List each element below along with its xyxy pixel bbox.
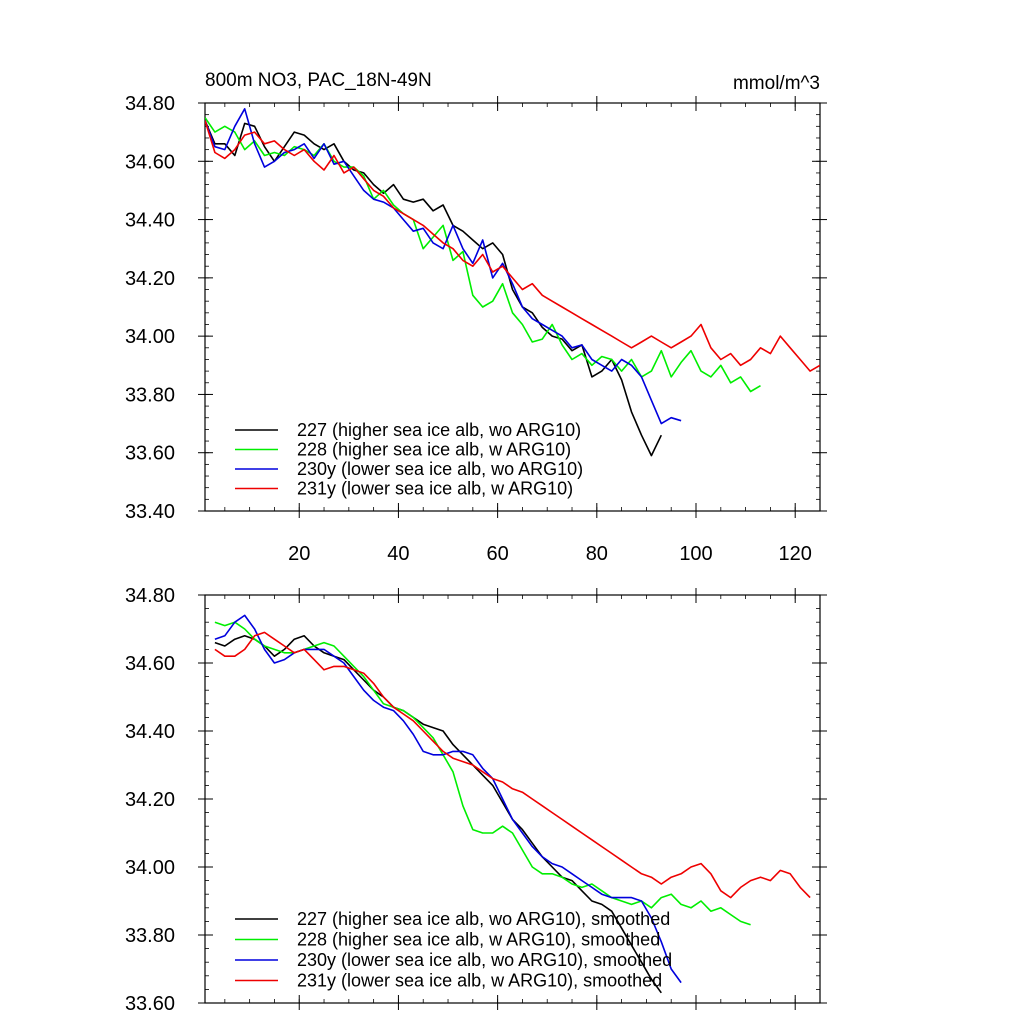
- y-tick-label: 33.40: [125, 501, 175, 523]
- y-tick-label: 34.60: [125, 151, 175, 173]
- legend-label-2: 230y (lower sea ice alb, wo ARG10): [297, 459, 583, 479]
- y-tick-label: 33.60: [125, 993, 175, 1015]
- plot-frame: [204, 102, 821, 512]
- series-line-1: [214, 621, 751, 926]
- y-tick-label: 34.40: [125, 210, 175, 232]
- series-line-0: [214, 634, 662, 994]
- x-tick-label: 120: [779, 543, 812, 565]
- series-line-3: [205, 120, 820, 372]
- y-tick-label: 34.20: [125, 789, 175, 811]
- y-tick-label: 34.40: [125, 721, 175, 743]
- series-line-2: [214, 614, 682, 984]
- legend-label-0: 227 (higher sea ice alb, wo ARG10), smoo…: [297, 909, 670, 929]
- y-tick-label: 34.00: [125, 326, 175, 348]
- x-tick-label: 100: [679, 543, 712, 565]
- legend-label-3: 231y (lower sea ice alb, w ARG10): [297, 479, 573, 499]
- legend-label-2: 230y (lower sea ice alb, wo ARG10), smoo…: [297, 950, 672, 970]
- x-tick-label: 80: [586, 543, 608, 565]
- series-line-0: [205, 120, 663, 457]
- y-tick-label: 34.20: [125, 268, 175, 290]
- y-tick-label: 34.00: [125, 857, 175, 879]
- y-tick-label: 33.80: [125, 925, 175, 947]
- y-tick-label: 33.80: [125, 384, 175, 406]
- y-tick-label: 34.60: [125, 653, 175, 675]
- x-tick-label: 20: [288, 543, 310, 565]
- chart-units: mmol/m^3: [733, 73, 820, 94]
- legend-label-0: 227 (higher sea ice alb, wo ARG10): [297, 420, 581, 440]
- x-tick-label: 60: [486, 543, 508, 565]
- y-tick-label: 34.80: [125, 93, 175, 115]
- bottom-chart: 33.60 33.80 34.00 34.20 34.40 34.60 34.80 227 (…: [125, 585, 827, 1015]
- x-tick-label: 40: [387, 543, 409, 565]
- series-group: [214, 614, 811, 994]
- y-tick-label: 33.60: [125, 443, 175, 465]
- chart-title: 800m NO3, PAC_18N-49N: [205, 70, 432, 91]
- y-tick-label: 34.80: [125, 585, 175, 607]
- top-chart: 33.40 33.60 33.80 34.00 34.20 34.40 34.60 34.80…: [125, 70, 827, 565]
- series-line-3: [214, 631, 811, 899]
- legend-label-3: 231y (lower sea ice alb, w ARG10), smoot…: [297, 971, 662, 991]
- series-group: [205, 108, 820, 457]
- series-line-2: [205, 108, 682, 425]
- legend-label-1: 228 (higher sea ice alb, w ARG10): [297, 440, 571, 460]
- legend-label-1: 228 (higher sea ice alb, w ARG10), smoot…: [297, 930, 660, 950]
